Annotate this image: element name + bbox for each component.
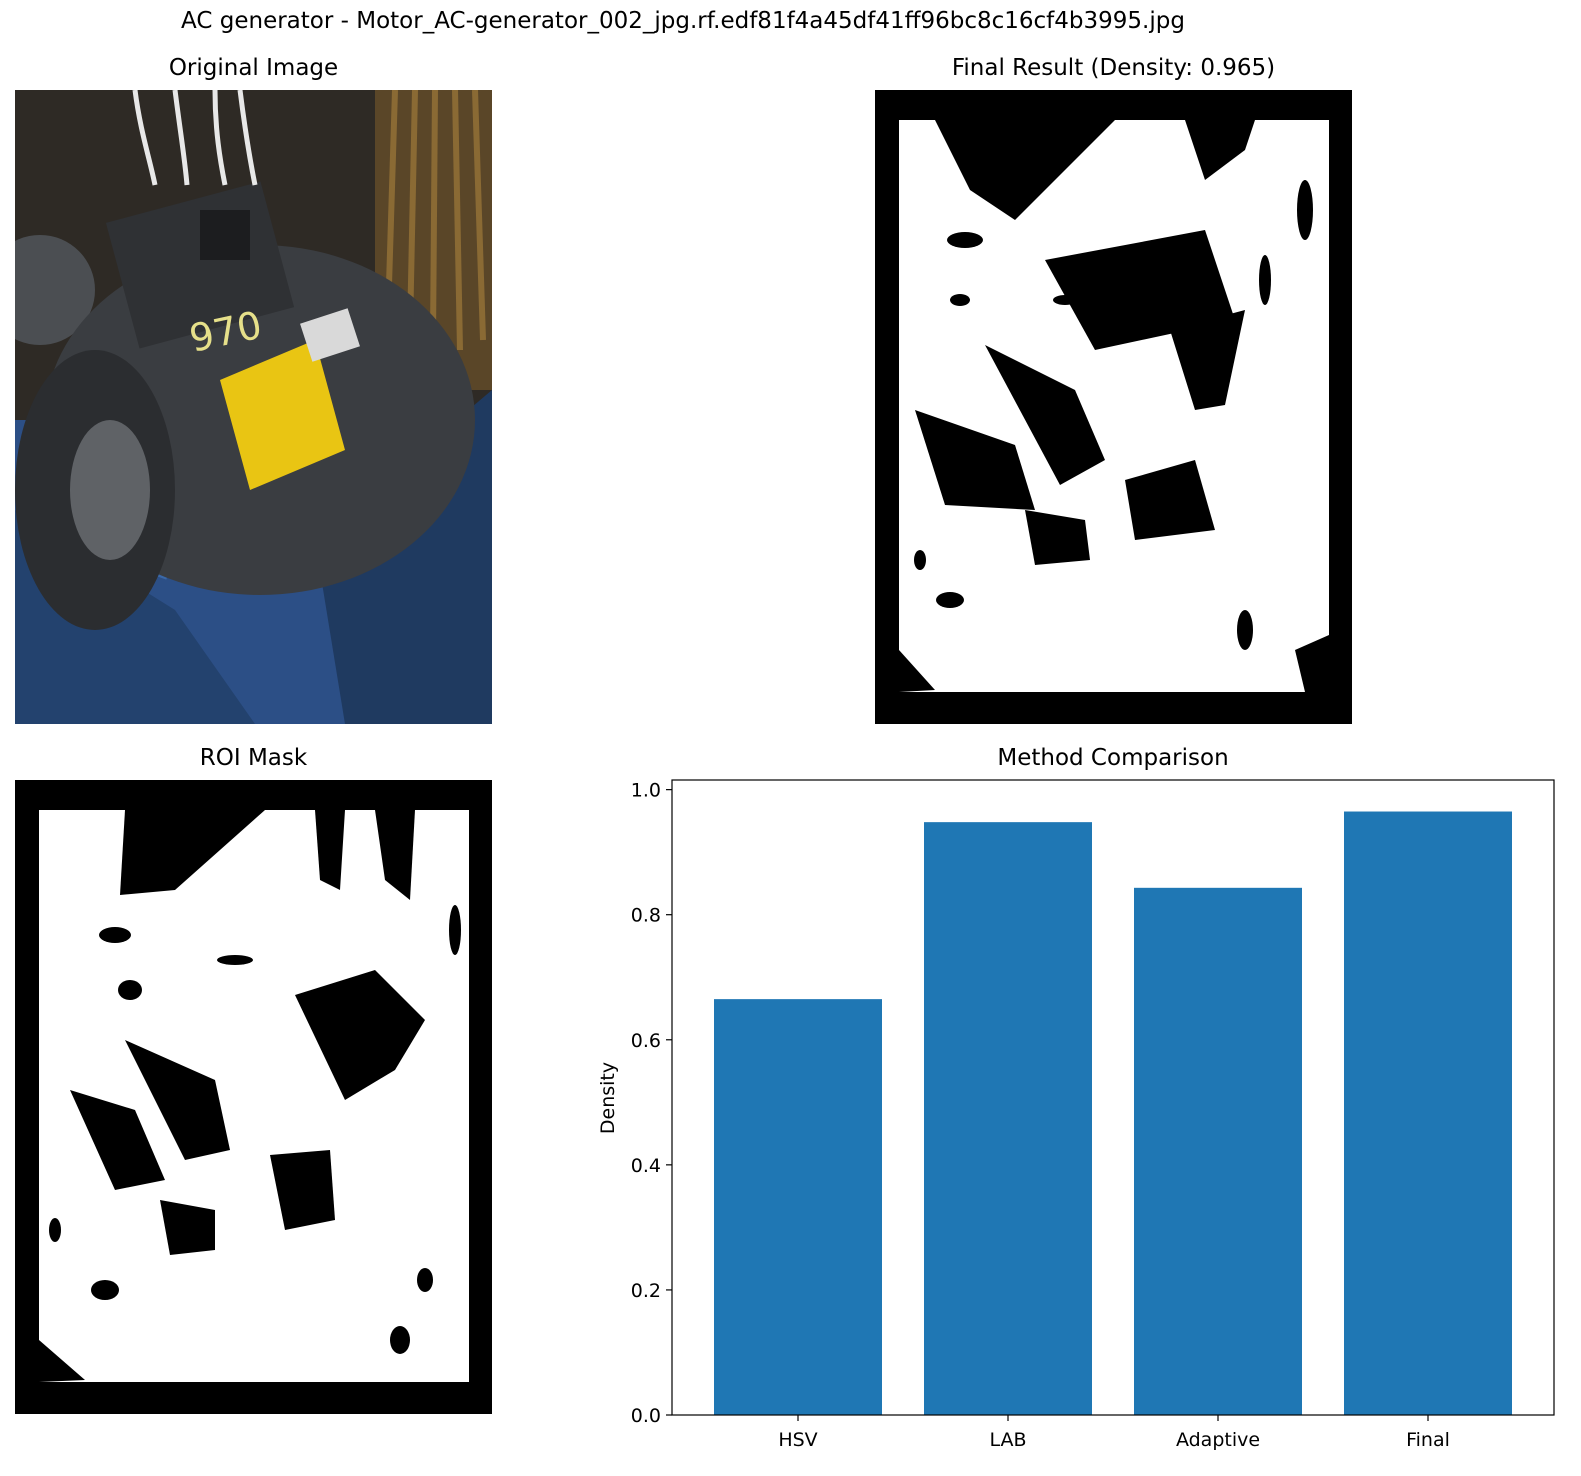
y-tick-label: 0.6 bbox=[631, 1030, 661, 1052]
roi-mask bbox=[15, 780, 492, 1414]
x-tick-label: HSV bbox=[778, 1429, 817, 1451]
original-image-title: Original Image bbox=[168, 55, 339, 81]
figure-title: AC generator - Motor_AC-generator_002_jp… bbox=[181, 8, 1185, 34]
plot-frame bbox=[671, 779, 1555, 1416]
x-tick-label: Adaptive bbox=[1176, 1429, 1260, 1451]
x-tick-label: LAB bbox=[989, 1429, 1026, 1451]
y-tick-label: 0.4 bbox=[631, 1155, 661, 1177]
roi-mask-title: ROI Mask bbox=[199, 745, 308, 771]
bar-adaptive bbox=[1134, 887, 1302, 1415]
y-axis-label: Density bbox=[597, 1062, 619, 1134]
y-tick-label: 0.8 bbox=[631, 905, 661, 927]
original-image: 970 bbox=[15, 90, 492, 724]
bar-hsv bbox=[714, 999, 882, 1415]
final-result-mask bbox=[875, 90, 1352, 724]
y-tick-label: 0.0 bbox=[631, 1405, 661, 1427]
y-tick-label: 1.0 bbox=[631, 780, 661, 802]
bar-final bbox=[1344, 811, 1512, 1415]
y-tick-label: 0.2 bbox=[631, 1280, 661, 1302]
bar-lab bbox=[924, 822, 1092, 1415]
chart-title: Method Comparison bbox=[997, 745, 1229, 771]
x-tick-label: Final bbox=[1406, 1429, 1450, 1451]
final-result-title: Final Result (Density: 0.965) bbox=[951, 55, 1276, 81]
